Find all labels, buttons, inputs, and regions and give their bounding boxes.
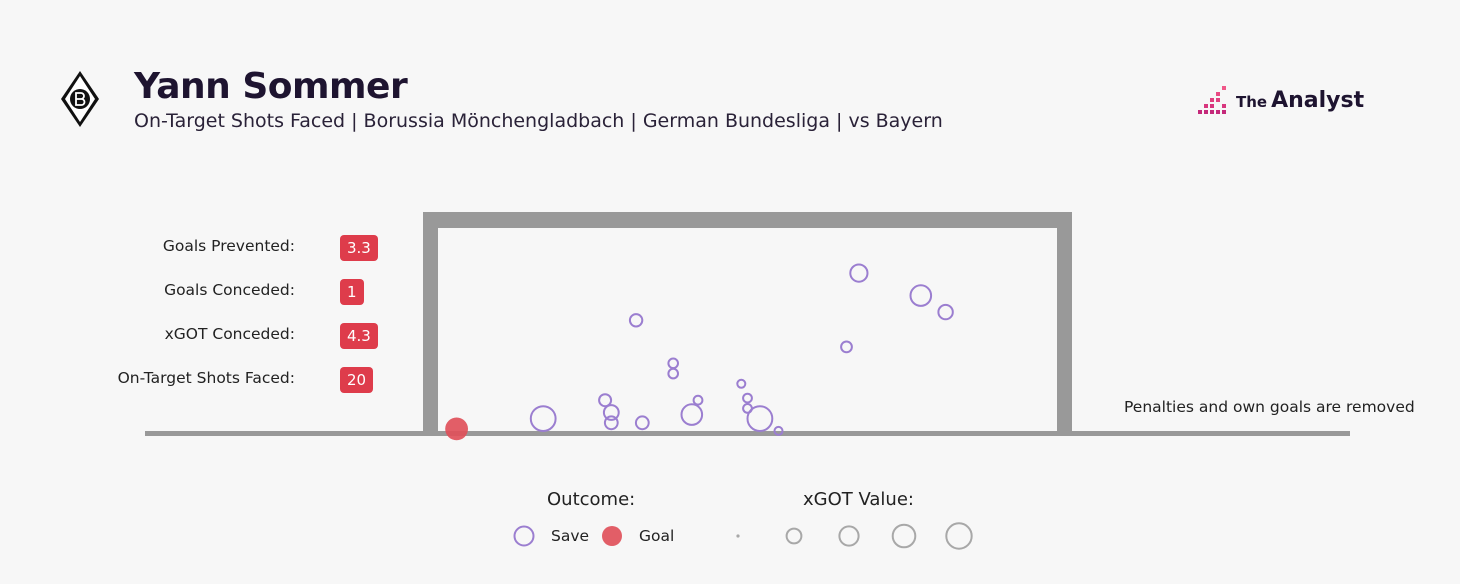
shot-save-marker (746, 405, 774, 433)
left-post (423, 212, 438, 434)
stat-label: On-Target Shots Faced: (117, 369, 295, 387)
xgot-size-legend-marker (785, 527, 803, 545)
shot-save-marker (598, 393, 613, 408)
stat-label: Goals Conceded: (164, 281, 295, 299)
shot-save-marker (849, 263, 869, 283)
shot-save-marker (692, 394, 704, 406)
brand-analyst: Analyst (1271, 88, 1365, 113)
shots-layer (445, 263, 954, 441)
stat-shots-faced: On-Target Shots Faced: 20 (0, 364, 400, 394)
brand-the: The (1236, 93, 1268, 111)
shot-save-marker (667, 367, 680, 380)
save-legend-marker (513, 525, 535, 547)
page-title: Yann Sommer (134, 66, 408, 107)
goal-legend-marker (602, 526, 622, 546)
brand-name: The Analyst (1236, 88, 1364, 113)
stat-goals-prevented: Goals Prevented: 3.3 (0, 232, 400, 262)
shot-save-marker (773, 425, 784, 436)
shot-goal-marker (445, 417, 468, 441)
shot-save-marker (603, 415, 619, 431)
shot-save-marker (742, 392, 753, 404)
goal-frame (145, 212, 1350, 436)
footnote: Penalties and own goals are removed (1124, 398, 1415, 416)
shot-save-marker (680, 403, 704, 426)
shot-save-marker (937, 303, 954, 321)
xgot-size-legend (736, 522, 973, 550)
stat-xgot-conceded: xGOT Conceded: 4.3 (0, 320, 400, 350)
shot-save-marker (628, 313, 644, 328)
shot-save-marker (736, 378, 747, 389)
xgot-legend-title: xGOT Value: (803, 489, 914, 510)
shot-save-marker (840, 340, 853, 354)
shot-save-marker (909, 284, 933, 307)
stat-badge: 1 (340, 279, 364, 305)
xgot-size-legend-marker (838, 525, 860, 547)
goal-legend-label: Goal (639, 527, 675, 545)
stat-label: Goals Prevented: (162, 237, 295, 255)
goal-line (145, 431, 1350, 436)
right-post (1057, 212, 1072, 434)
stat-badge: 4.3 (340, 323, 378, 349)
page-subtitle: On-Target Shots Faced | Borussia Mönchen… (134, 110, 943, 132)
stat-label: xGOT Conceded: (164, 325, 295, 343)
stat-badge: 3.3 (340, 235, 378, 261)
the-analyst-logo-icon (1198, 86, 1226, 114)
shot-save-marker (529, 405, 557, 433)
xgot-size-legend-marker (945, 522, 973, 550)
xgot-size-legend-marker (736, 534, 740, 538)
save-legend-label: Save (551, 527, 590, 545)
gladbach-crest-icon (61, 71, 99, 127)
shot-save-marker (602, 404, 620, 421)
shot-save-marker (667, 357, 680, 370)
shot-save-marker (634, 415, 650, 431)
stat-goals-conceded: Goals Conceded: 1 (0, 276, 400, 306)
outcome-legend-title: Outcome: (547, 489, 636, 510)
stat-badge: 20 (340, 367, 374, 393)
xgot-size-legend-marker (891, 523, 917, 549)
crossbar (423, 212, 1072, 228)
